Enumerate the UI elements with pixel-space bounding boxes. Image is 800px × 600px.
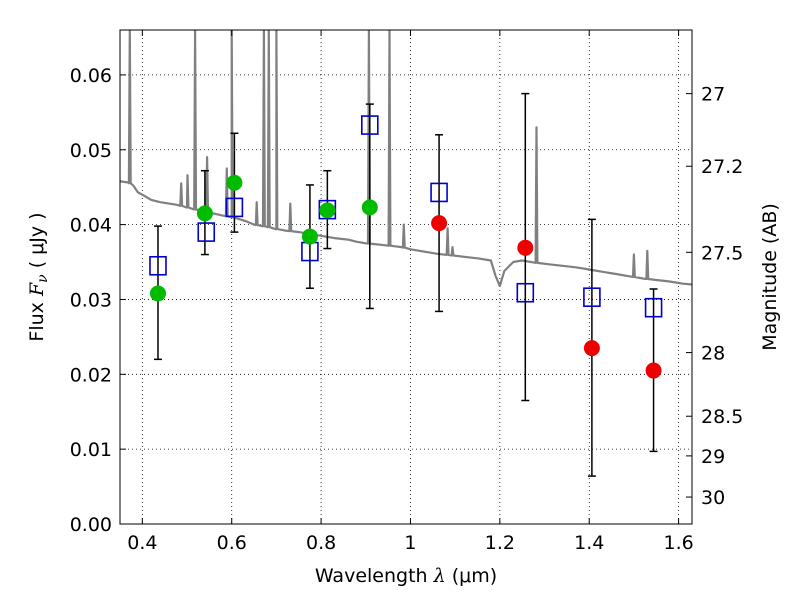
- y-tick-label: 0.04: [70, 215, 112, 237]
- model-photometry-square: [361, 115, 379, 135]
- x-tick-label: 1: [404, 532, 416, 554]
- model-photometry-square: [225, 197, 244, 218]
- model-spectrum-layer: [120, 30, 692, 288]
- mag-tick-label: 30: [701, 487, 725, 509]
- y-axis-label-suffix: ( μJy ): [26, 212, 48, 274]
- grid: [120, 30, 692, 525]
- y-axis-label-prefix: Flux: [26, 296, 48, 342]
- model-photometry-square: [197, 222, 216, 242]
- mag-tick-label: 28: [701, 343, 725, 365]
- mag-tick-label: 28.5: [701, 406, 743, 428]
- model-photometry-square: [149, 255, 167, 276]
- x-tick-label: 0.4: [127, 532, 157, 554]
- measured-point-red: [583, 340, 600, 357]
- x-axis-label: Wavelength λ (μm): [315, 565, 497, 587]
- mag-tick-label: 27: [701, 84, 725, 106]
- model-spectrum-line: [120, 30, 692, 288]
- measured-point-green: [319, 202, 336, 219]
- y-tick-label: 0.01: [70, 439, 112, 461]
- model-photometry-square: [583, 287, 601, 308]
- y-axis-label-subscript: ν: [35, 274, 51, 283]
- measured-point-green: [361, 199, 378, 216]
- x-tick-label: 1.2: [485, 532, 515, 554]
- y2-axis-label: Magnitude (AB): [759, 203, 781, 351]
- mag-tick-label: 27.5: [701, 242, 743, 264]
- measured-point-red: [645, 362, 662, 379]
- y-tick-label: 0.06: [70, 65, 112, 87]
- measured-point-green: [196, 205, 213, 222]
- x-tick-label: 0.8: [306, 532, 336, 554]
- mag-tick-label: 27.2: [701, 156, 743, 178]
- y-axis-label-symbol: F: [26, 282, 48, 297]
- x-tick-label: 0.6: [217, 532, 247, 554]
- x-axis-label-symbol: λ: [433, 565, 446, 587]
- y-tick-label: 0.02: [70, 364, 112, 386]
- x-axis-label-prefix: Wavelength: [315, 565, 434, 587]
- measured-point-red: [431, 215, 448, 232]
- ticks-layer: 0.4 0.6 0.8 1 1.2 1.4 1.6 0.00 0.01 0.02 0.03 0.04 0…: [70, 30, 743, 554]
- y-tick-label: 0.00: [70, 514, 112, 536]
- y-axis-label: Flux Fν ( μJy ): [26, 212, 51, 341]
- data-points-layer: [149, 92, 663, 477]
- measured-point-red: [517, 239, 534, 256]
- measured-point-green: [226, 174, 243, 191]
- model-photometry-square: [516, 282, 535, 303]
- x-tick-label: 1.6: [663, 532, 693, 554]
- mag-tick-label: 29: [701, 446, 725, 468]
- y-tick-label: 0.03: [70, 289, 112, 311]
- measured-point-green: [301, 228, 318, 245]
- y-tick-label: 0.05: [70, 140, 112, 162]
- x-axis-label-suffix: (μm): [446, 565, 497, 587]
- x-tick-label: 1.4: [574, 532, 604, 554]
- model-photometry-square: [318, 199, 337, 220]
- plot-frame: [119, 29, 693, 525]
- measured-point-green: [149, 285, 166, 302]
- model-photometry-square: [644, 297, 663, 318]
- model-photometry-square: [430, 182, 448, 203]
